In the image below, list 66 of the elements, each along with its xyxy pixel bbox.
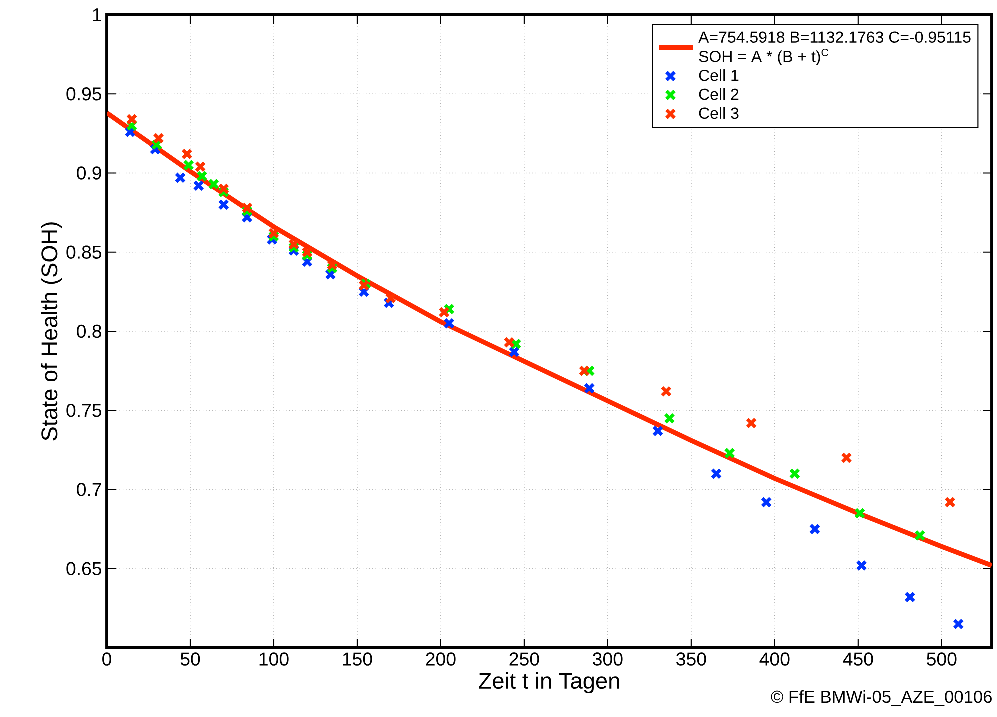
y-tick-label: 0.85 <box>66 246 102 259</box>
point <box>385 292 397 304</box>
point <box>652 425 664 437</box>
text: © FfE BMWi-05_AZE_00106 <box>771 690 992 706</box>
point <box>914 530 926 542</box>
point <box>242 202 253 214</box>
x-tick-label: 350 <box>676 652 706 666</box>
x-tick-label: 250 <box>510 652 540 666</box>
point <box>194 161 206 173</box>
legend-label: Cell 3 <box>699 107 739 120</box>
point <box>746 418 758 429</box>
point <box>944 496 956 508</box>
y-axis-title: State of Health (SOH) <box>41 222 62 441</box>
annotation: SOH = A * (B + t)$^{C}$ <box>699 48 829 66</box>
point <box>326 259 338 271</box>
legend-label: A=754.5918 B=1132.1763 C=-0.95115 <box>698 32 971 44</box>
point <box>664 412 676 424</box>
y-tick-label: 0.75 <box>66 404 102 418</box>
point <box>510 338 522 350</box>
point <box>789 468 801 480</box>
point <box>584 382 596 394</box>
y-tick-label: 0.95 <box>66 87 102 101</box>
x-tick-label: 200 <box>426 652 456 666</box>
point <box>183 160 195 172</box>
point <box>218 183 230 195</box>
x-tick-label: 0 <box>102 652 112 666</box>
y-tick-label: 0.9 <box>77 166 102 180</box>
point <box>444 318 456 330</box>
x-tick-label: 50 <box>180 652 200 666</box>
y-tick-label: 0.65 <box>66 562 102 576</box>
x-tick-label: 400 <box>760 652 790 666</box>
point <box>504 336 516 348</box>
point <box>578 365 590 377</box>
point <box>208 178 220 190</box>
point <box>153 132 164 144</box>
point <box>841 452 852 464</box>
point <box>952 618 964 630</box>
point <box>724 448 736 460</box>
point <box>288 238 300 250</box>
point <box>181 148 193 160</box>
y-tick-label: 0.7 <box>77 483 102 496</box>
point <box>760 496 772 508</box>
x-tick-label: 150 <box>343 652 372 666</box>
legend-label: Cell 2 <box>699 88 739 100</box>
point <box>268 228 280 240</box>
point <box>196 170 208 182</box>
point <box>809 524 821 535</box>
point <box>438 306 450 318</box>
point <box>660 386 672 398</box>
point <box>302 246 314 258</box>
point <box>904 592 916 604</box>
point <box>710 468 722 480</box>
x-tick-label: 100 <box>260 652 289 666</box>
x-tick-label: 300 <box>593 652 623 666</box>
y-tick-label: 0.8 <box>77 324 102 338</box>
point <box>126 114 138 126</box>
x-axis-title: Zeit t in Tagen <box>479 672 620 694</box>
x-tick-label: 500 <box>927 652 957 666</box>
point <box>174 172 186 184</box>
point <box>854 508 866 520</box>
x-tick-label: 450 <box>843 652 874 666</box>
point <box>218 199 230 211</box>
legend-label: Cell 1 <box>699 70 739 82</box>
point <box>193 180 205 192</box>
y-tick-label: 1 <box>93 8 102 22</box>
point <box>856 560 868 572</box>
